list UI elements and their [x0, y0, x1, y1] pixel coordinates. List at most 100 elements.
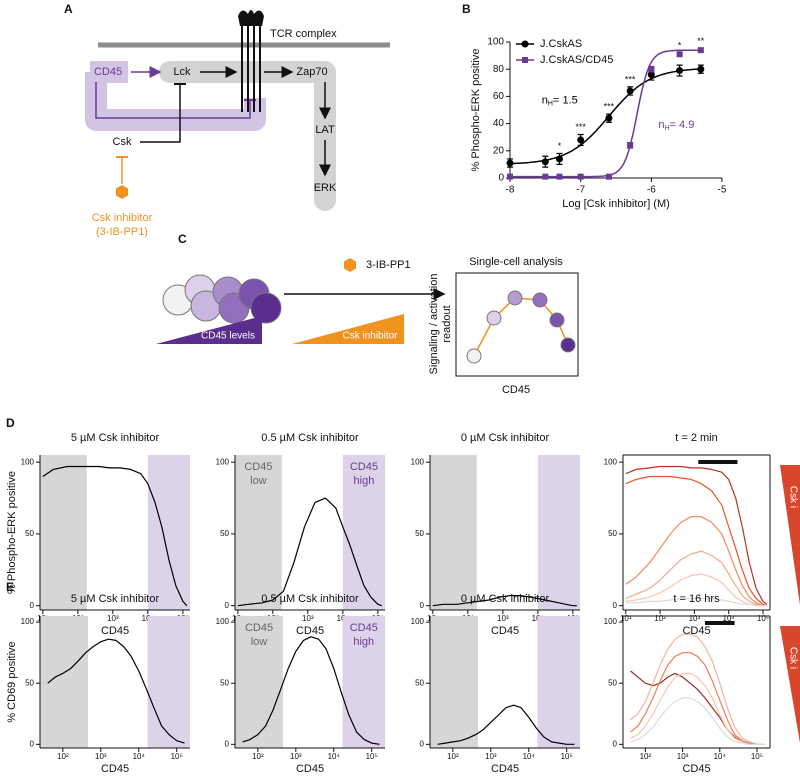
trace — [42, 465, 188, 607]
trace — [625, 597, 767, 607]
chart: CD45lowCD45high05010010¹10²10³10⁴10⁵0.5 … — [216, 432, 385, 637]
label: Single-cell analysis — [469, 256, 563, 268]
x-tick-label: -6 — [647, 185, 656, 196]
legend-label: J.CskAS — [540, 38, 582, 50]
tcr-chains — [241, 26, 261, 112]
y-tick-label: 100 — [487, 37, 504, 48]
significance: *** — [604, 101, 615, 111]
x-axis-label: CD45 — [101, 625, 129, 637]
axis-label: CD45 — [502, 384, 530, 396]
y-tick-label: 100 — [21, 457, 35, 466]
x-tick-label: 10² — [654, 614, 666, 623]
x-tick-label: 10⁵ — [366, 752, 378, 761]
data-point — [507, 173, 513, 180]
hill-label-part: n — [542, 94, 548, 106]
label: Csk — [113, 136, 132, 148]
x-tick-label: -5 — [718, 185, 727, 196]
x-tick-label: -7 — [576, 185, 585, 196]
pathway-diagram: TCR complex CD45 Lck Zap70 LAT ERK Csk C… — [85, 10, 390, 238]
region-label: high — [354, 475, 375, 487]
y-tick-label: 50 — [25, 678, 34, 687]
significance: ** — [697, 36, 705, 46]
y-tick-label: 50 — [25, 529, 34, 538]
shaded-region — [40, 455, 87, 610]
y-axis-label: % CD69 positive — [6, 641, 18, 722]
y-tick-label: 60 — [493, 91, 505, 102]
shaded-region — [430, 616, 479, 748]
x-tick-label: 10³ — [302, 614, 314, 623]
y-tick-label: 50 — [608, 529, 617, 538]
x-tick-label: 10² — [640, 752, 652, 761]
x-axis-label: CD45 — [296, 763, 324, 775]
x-tick-label: 10⁴ — [133, 752, 146, 761]
trace — [630, 697, 765, 745]
schematic: CD45 levels Csk inhibitor 3-IB-PP1 Singl… — [156, 256, 579, 396]
x-tick-label: 10⁵ — [561, 752, 573, 761]
chart: 0 50 100 10² 10³ 10⁴ 10⁵ 5 µM Csk inhibitor CD45… — [6, 593, 190, 775]
chart-title: 5 µM Csk inhibitor — [71, 593, 160, 605]
region-label: CD45 — [244, 461, 272, 473]
data-point — [577, 136, 585, 144]
chart: 05010010¹10²10³10⁴10⁵5 µM Csk inhibitorC… — [6, 432, 190, 637]
x-tick-label: 10⁴ — [723, 614, 736, 623]
data-point — [542, 173, 549, 180]
chart-title: 0 µM Csk inhibitor — [461, 432, 550, 444]
chart: 05010010¹10²10³10⁴10⁵0 µM Csk inhibitorC… — [411, 432, 580, 637]
chart-title: 0.5 µM Csk inhibitor — [261, 432, 359, 444]
x-axis-label: CD45 — [296, 625, 324, 637]
x-tick-label: 10⁴ — [714, 752, 727, 761]
inhibitor-icon — [116, 185, 128, 199]
x-tick-label: 10⁴ — [328, 752, 341, 761]
shaded-region — [235, 616, 284, 748]
shaded-region — [40, 616, 89, 748]
shaded-region — [537, 616, 580, 748]
y-tick-label: 50 — [220, 678, 229, 687]
y-tick-label: 100 — [604, 617, 618, 626]
trace — [630, 633, 765, 745]
gradient-triangle — [780, 626, 800, 743]
label: ERK — [314, 182, 337, 194]
hill-label-part: n — [658, 119, 664, 131]
y-tick-label: 0 — [30, 601, 35, 610]
label: 3-IB-PP1 — [366, 259, 411, 271]
x-tick-label: 10³ — [95, 752, 107, 761]
x-tick-label: 10³ — [485, 752, 497, 761]
legend-marker — [522, 57, 528, 63]
significance: *** — [625, 74, 636, 84]
x-tick-label: -8 — [506, 185, 515, 196]
y-tick-label: 100 — [411, 457, 425, 466]
panel-label: D — [6, 416, 15, 430]
fit-curve — [510, 68, 701, 165]
y-tick-label: 0 — [420, 601, 425, 610]
y-tick-label: 0 — [613, 601, 618, 610]
x-axis-label: CD45 — [491, 625, 519, 637]
x-tick-label: 10⁵ — [751, 752, 763, 761]
tcr-icon — [238, 10, 264, 26]
chart: 0 20 40 60 80 100 -8 -7 -6 -5 Log [Csk inhibitor] … — [470, 36, 727, 210]
y-tick-label: 100 — [21, 617, 35, 626]
trace — [237, 497, 383, 607]
data-point — [605, 114, 613, 122]
cell — [507, 290, 523, 306]
hill-label: nH= 1.5 — [542, 94, 578, 107]
shaded-region — [342, 616, 385, 748]
cell — [560, 337, 576, 353]
trend-line — [473, 297, 569, 357]
y-tick-label: 100 — [604, 457, 618, 466]
chart-title: t = 2 min — [675, 432, 718, 444]
label: TCR complex — [270, 28, 337, 40]
shaded-region — [537, 455, 580, 610]
x-tick-label: 10⁴ — [523, 752, 536, 761]
x-tick-label: 10³ — [689, 614, 701, 623]
label: Zap70 — [296, 66, 327, 78]
y-tick-label: 100 — [411, 617, 425, 626]
region-label: CD45 — [350, 622, 378, 634]
data-point — [626, 87, 634, 95]
x-axis-label: Log [Csk inhibitor] (M) — [562, 198, 670, 210]
y-tick-label: 0 — [613, 739, 618, 748]
y-axis-label: % Phospho-ERK positive — [470, 49, 482, 172]
shaded-region — [147, 616, 190, 748]
hill-label: nH= 4.9 — [658, 119, 694, 132]
label: Csk inhibitor — [342, 331, 398, 342]
